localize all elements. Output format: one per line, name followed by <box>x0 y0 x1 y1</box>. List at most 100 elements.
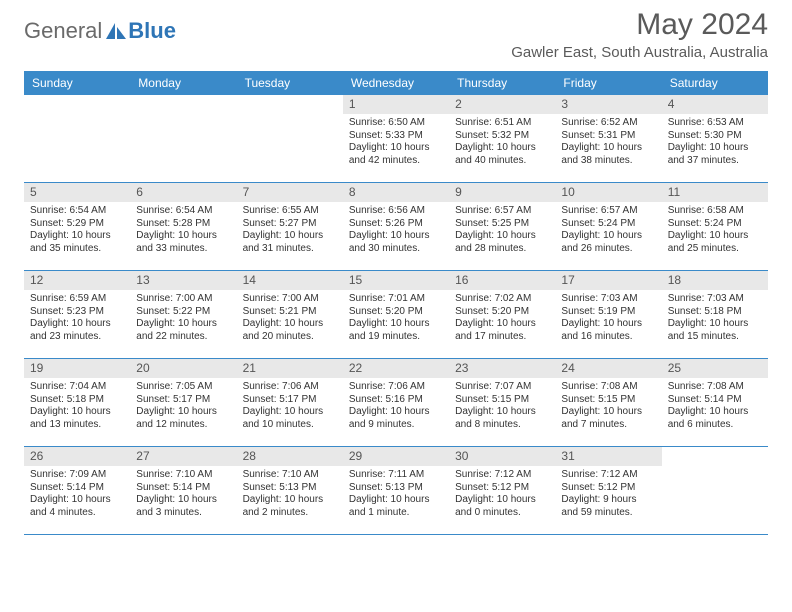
day-info: Sunrise: 6:57 AMSunset: 5:25 PMDaylight:… <box>455 205 549 255</box>
sunrise-text: Sunrise: 6:54 AM <box>30 205 124 218</box>
week-row: 19Sunrise: 7:04 AMSunset: 5:18 PMDayligh… <box>24 359 768 447</box>
sunrise-text: Sunrise: 6:59 AM <box>30 293 124 306</box>
daylight-text: Daylight: 10 hours and 30 minutes. <box>349 230 443 255</box>
sunset-text: Sunset: 5:27 PM <box>243 218 337 231</box>
day-info: Sunrise: 7:09 AMSunset: 5:14 PMDaylight:… <box>30 469 124 519</box>
daylight-text: Daylight: 10 hours and 19 minutes. <box>349 318 443 343</box>
daylight-text: Daylight: 10 hours and 2 minutes. <box>243 494 337 519</box>
sunset-text: Sunset: 5:12 PM <box>455 482 549 495</box>
sunset-text: Sunset: 5:28 PM <box>136 218 230 231</box>
sunset-text: Sunset: 5:20 PM <box>455 306 549 319</box>
day-number: 14 <box>237 271 343 290</box>
day-number: 17 <box>555 271 661 290</box>
sunrise-text: Sunrise: 6:55 AM <box>243 205 337 218</box>
sunset-text: Sunset: 5:14 PM <box>668 394 762 407</box>
sunrise-text: Sunrise: 6:50 AM <box>349 117 443 130</box>
day-info: Sunrise: 6:58 AMSunset: 5:24 PMDaylight:… <box>668 205 762 255</box>
day-info: Sunrise: 7:10 AMSunset: 5:14 PMDaylight:… <box>136 469 230 519</box>
day-cell: 25Sunrise: 7:08 AMSunset: 5:14 PMDayligh… <box>662 359 768 446</box>
sunset-text: Sunset: 5:15 PM <box>561 394 655 407</box>
day-cell: 14Sunrise: 7:00 AMSunset: 5:21 PMDayligh… <box>237 271 343 358</box>
sunset-text: Sunset: 5:12 PM <box>561 482 655 495</box>
day-info: Sunrise: 7:06 AMSunset: 5:17 PMDaylight:… <box>243 381 337 431</box>
day-number: 6 <box>130 183 236 202</box>
day-info: Sunrise: 7:02 AMSunset: 5:20 PMDaylight:… <box>455 293 549 343</box>
sunrise-text: Sunrise: 7:10 AM <box>243 469 337 482</box>
day-number: 18 <box>662 271 768 290</box>
daylight-text: Daylight: 10 hours and 16 minutes. <box>561 318 655 343</box>
sunset-text: Sunset: 5:17 PM <box>243 394 337 407</box>
day-info: Sunrise: 6:53 AMSunset: 5:30 PMDaylight:… <box>668 117 762 167</box>
daylight-text: Daylight: 10 hours and 20 minutes. <box>243 318 337 343</box>
sunrise-text: Sunrise: 7:00 AM <box>136 293 230 306</box>
sunrise-text: Sunrise: 6:52 AM <box>561 117 655 130</box>
sunrise-text: Sunrise: 7:12 AM <box>561 469 655 482</box>
brand-text-2: Blue <box>128 18 176 44</box>
day-cell: 6Sunrise: 6:54 AMSunset: 5:28 PMDaylight… <box>130 183 236 270</box>
day-cell: 18 Sunrise: 7:03 AMSunset: 5:18 PMDayligh… <box>662 271 768 358</box>
sunset-text: Sunset: 5:13 PM <box>349 482 443 495</box>
day-cell: 1Sunrise: 6:50 AMSunset: 5:33 PMDaylight… <box>343 95 449 182</box>
day-cell: 16 Sunrise: 7:02 AMSunset: 5:20 PMDayligh… <box>449 271 555 358</box>
daylight-text: Daylight: 10 hours and 8 minutes. <box>455 406 549 431</box>
day-cell: 22Sunrise: 7:06 AMSunset: 5:16 PMDayligh… <box>343 359 449 446</box>
sail-icon <box>106 23 126 39</box>
day-info: Sunrise: 7:12 AMSunset: 5:12 PMDaylight:… <box>561 469 655 519</box>
day-cell: 23Sunrise: 7:07 AMSunset: 5:15 PMDayligh… <box>449 359 555 446</box>
daylight-text: Daylight: 10 hours and 40 minutes. <box>455 142 549 167</box>
sunrise-text: Sunrise: 7:01 AM <box>349 293 443 306</box>
day-number: 28 <box>237 447 343 466</box>
calendar-page: General Blue May 2024 Gawler East, South… <box>0 0 792 545</box>
weekday-header: Saturday <box>662 71 768 95</box>
sunrise-text: Sunrise: 7:08 AM <box>561 381 655 394</box>
day-number: 20 <box>130 359 236 378</box>
sunrise-text: Sunrise: 7:11 AM <box>349 469 443 482</box>
day-number: 4 <box>662 95 768 114</box>
day-number: 25 <box>662 359 768 378</box>
day-number: 22 <box>343 359 449 378</box>
daylight-text: Daylight: 10 hours and 6 minutes. <box>668 406 762 431</box>
daylight-text: Daylight: 10 hours and 31 minutes. <box>243 230 337 255</box>
sunset-text: Sunset: 5:33 PM <box>349 130 443 143</box>
sunrise-text: Sunrise: 7:04 AM <box>30 381 124 394</box>
daylight-text: Daylight: 10 hours and 38 minutes. <box>561 142 655 167</box>
day-info: Sunrise: 6:55 AMSunset: 5:27 PMDaylight:… <box>243 205 337 255</box>
daylight-text: Daylight: 10 hours and 25 minutes. <box>668 230 762 255</box>
day-number: 7 <box>237 183 343 202</box>
sunset-text: Sunset: 5:19 PM <box>561 306 655 319</box>
sunset-text: Sunset: 5:23 PM <box>30 306 124 319</box>
calendar-grid: SundayMondayTuesdayWednesdayThursdayFrid… <box>24 71 768 535</box>
daylight-text: Daylight: 10 hours and 4 minutes. <box>30 494 124 519</box>
day-info: Sunrise: 7:12 AMSunset: 5:12 PMDaylight:… <box>455 469 549 519</box>
sunrise-text: Sunrise: 6:51 AM <box>455 117 549 130</box>
day-cell: 8Sunrise: 6:56 AMSunset: 5:26 PMDaylight… <box>343 183 449 270</box>
day-cell: 17Sunrise: 7:03 AMSunset: 5:19 PMDayligh… <box>555 271 661 358</box>
day-number: 15 <box>343 271 449 290</box>
sunrise-text: Sunrise: 6:56 AM <box>349 205 443 218</box>
day-cell <box>130 95 236 182</box>
daylight-text: Daylight: 10 hours and 10 minutes. <box>243 406 337 431</box>
day-number: 31 <box>555 447 661 466</box>
day-number: 30 <box>449 447 555 466</box>
daylight-text: Daylight: 10 hours and 12 minutes. <box>136 406 230 431</box>
daylight-text: Daylight: 10 hours and 35 minutes. <box>30 230 124 255</box>
day-number: 8 <box>343 183 449 202</box>
day-info: Sunrise: 7:03 AMSunset: 5:18 PMDaylight:… <box>668 293 762 343</box>
day-cell: 7 Sunrise: 6:55 AMSunset: 5:27 PMDaylight… <box>237 183 343 270</box>
day-number: 26 <box>24 447 130 466</box>
sunrise-text: Sunrise: 7:02 AM <box>455 293 549 306</box>
brand-text-1: General <box>24 18 102 44</box>
day-info: Sunrise: 6:57 AMSunset: 5:24 PMDaylight:… <box>561 205 655 255</box>
daylight-text: Daylight: 10 hours and 9 minutes. <box>349 406 443 431</box>
daylight-text: Daylight: 10 hours and 17 minutes. <box>455 318 549 343</box>
weekday-header: Monday <box>130 71 236 95</box>
day-cell: 20Sunrise: 7:05 AMSunset: 5:17 PMDayligh… <box>130 359 236 446</box>
day-number: 16 <box>449 271 555 290</box>
day-info: Sunrise: 6:54 AMSunset: 5:29 PMDaylight:… <box>30 205 124 255</box>
day-info: Sunrise: 7:00 AMSunset: 5:22 PMDaylight:… <box>136 293 230 343</box>
day-info: Sunrise: 6:52 AMSunset: 5:31 PMDaylight:… <box>561 117 655 167</box>
day-number: 27 <box>130 447 236 466</box>
day-cell: 11Sunrise: 6:58 AMSunset: 5:24 PMDayligh… <box>662 183 768 270</box>
sunset-text: Sunset: 5:18 PM <box>668 306 762 319</box>
day-cell: 31 Sunrise: 7:12 AMSunset: 5:12 PMDayligh… <box>555 447 661 534</box>
